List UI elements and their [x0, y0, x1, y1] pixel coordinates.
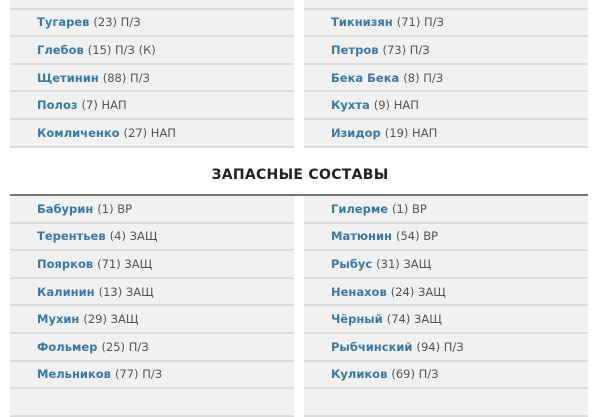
player-row: Комличенко (27) НАП	[10, 119, 294, 148]
player-info: (1) ВР	[392, 201, 427, 216]
list-item	[304, 389, 588, 417]
player-name-link[interactable]: Матюнин	[331, 229, 392, 244]
player-info: (27) НАП	[123, 125, 176, 140]
player-name-link[interactable]: Гилерме	[331, 201, 389, 216]
player-row: Фольмер (25) П/З	[10, 333, 294, 362]
player-row: Мухин (29) ЗАЩ	[10, 306, 294, 334]
player-row: Бека Бека (8) П/З	[304, 64, 588, 93]
player-row: Тикнизян (71) П/З	[304, 9, 588, 38]
player-name-link[interactable]: Калинин	[37, 284, 95, 299]
divider	[10, 194, 588, 196]
player-name-link[interactable]: Щетинин	[37, 70, 99, 85]
player-info: (25) П/З	[101, 339, 149, 354]
player-info: (7) НАП	[81, 98, 127, 113]
player-info: (69) П/З	[391, 367, 439, 382]
player-info: (71) ЗАЩ	[97, 256, 153, 271]
reserves-right-team: Гилерме (1) ВР Матюнин (54) ВР Рыбус (31) ЗАЩ…	[304, 196, 588, 417]
player-name-link[interactable]: Изидор	[331, 125, 381, 140]
player-info: (19) НАП	[384, 125, 438, 140]
player-row: Рыбчинский (94) П/З	[304, 333, 588, 362]
player-name-link[interactable]: Рыбус	[331, 256, 373, 271]
player-name-link[interactable]: Полоз	[37, 98, 78, 113]
player-row: Гилерме (1) ВР	[304, 196, 588, 224]
starting-lineups: Тугарев (23) П/З Глебов (15) П/З (К) Щетинин…	[10, 0, 588, 148]
player-info: (77) П/З	[114, 367, 163, 382]
player-row: Поярков (71) ЗАЩ	[10, 251, 294, 279]
reserves-left-team: Бабурин (1) ВР Терентьев (4) ЗАЩ Поярков (71)…	[10, 196, 294, 417]
starting-left-team: Тугарев (23) П/З Глебов (15) П/З (К) Щетинин…	[10, 0, 294, 148]
player-name-link[interactable]: Мухин	[37, 312, 80, 327]
player-row: Тугарев (23) П/З	[10, 9, 294, 38]
player-row: Кухта (9) НАП	[304, 92, 588, 120]
player-row: Щетинин (88) П/З	[10, 64, 294, 93]
player-info: (23) П/З	[93, 15, 141, 30]
player-info: (13) ЗАЩ	[98, 284, 154, 299]
player-name-link[interactable]: Мельников	[37, 367, 111, 382]
list-item	[304, 0, 588, 10]
player-row: Глебов (15) П/З (К)	[10, 37, 294, 65]
player-row: Куликов (69) П/З	[304, 361, 588, 390]
list-item	[10, 0, 294, 10]
player-info: (4) ЗАЩ	[109, 229, 158, 244]
player-row: Матюнин (54) ВР	[304, 223, 588, 252]
player-info: (24) ЗАЩ	[390, 284, 446, 299]
player-row: Калинин (13) ЗАЩ	[10, 278, 294, 307]
player-info: (1) ВР	[97, 201, 133, 216]
player-row: Полоз (7) НАП	[10, 92, 294, 120]
player-name-link[interactable]: Комличенко	[37, 125, 120, 140]
player-row: Изидор (19) НАП	[304, 119, 588, 148]
player-name-link[interactable]: Бабурин	[37, 201, 94, 216]
player-info: (73) П/З	[382, 42, 430, 57]
player-row: Петров (73) П/З	[304, 37, 588, 65]
reserves-title: ЗАПАСНЫЕ СОСТАВЫ	[211, 167, 389, 183]
player-info: (9) НАП	[373, 98, 419, 113]
list-item	[10, 389, 294, 417]
player-row: Мельников (77) П/З	[10, 361, 294, 390]
reserve-lineups: Бабурин (1) ВР Терентьев (4) ЗАЩ Поярков (71)…	[10, 196, 588, 417]
player-info: (88) П/З	[102, 70, 150, 85]
player-info: (54) ВР	[396, 229, 439, 244]
player-name-link[interactable]: Тикнизян	[331, 15, 393, 30]
player-name-link[interactable]: Ненахов	[331, 284, 387, 299]
player-info: (94) П/З	[416, 339, 464, 354]
player-row: Рыбус (31) ЗАЩ	[304, 251, 588, 279]
player-row: Ненахов (24) ЗАЩ	[304, 278, 588, 307]
player-name-link[interactable]: Рыбчинский	[331, 339, 413, 354]
player-name-link[interactable]: Терентьев	[37, 229, 106, 244]
player-name-link[interactable]: Глебов	[37, 42, 84, 57]
player-name-link[interactable]: Куликов	[331, 367, 388, 382]
player-info: (29) ЗАЩ	[83, 312, 139, 327]
player-info: (31) ЗАЩ	[376, 256, 432, 271]
player-row: Терентьев (4) ЗАЩ	[10, 223, 294, 252]
player-info: (74) ЗАЩ	[386, 312, 442, 327]
player-info: (15) П/З (К)	[87, 42, 156, 57]
player-row: Бабурин (1) ВР	[10, 196, 294, 224]
player-name-link[interactable]: Петров	[331, 42, 379, 57]
player-name-link[interactable]: Бека Бека	[331, 70, 400, 85]
player-info: (8) П/З	[403, 70, 444, 85]
player-name-link[interactable]: Тугарев	[37, 15, 90, 30]
starting-right-team: Тикнизян (71) П/З Петров (73) П/З Бека Бека(…	[304, 0, 588, 148]
player-name-link[interactable]: Кухта	[331, 98, 370, 113]
player-name-link[interactable]: Поярков	[37, 256, 94, 271]
player-row: Чёрный (74) ЗАЩ	[304, 306, 588, 334]
player-name-link[interactable]: Чёрный	[331, 312, 383, 327]
player-info: (71) П/З	[396, 15, 444, 30]
player-name-link[interactable]: Фольмер	[37, 339, 98, 354]
